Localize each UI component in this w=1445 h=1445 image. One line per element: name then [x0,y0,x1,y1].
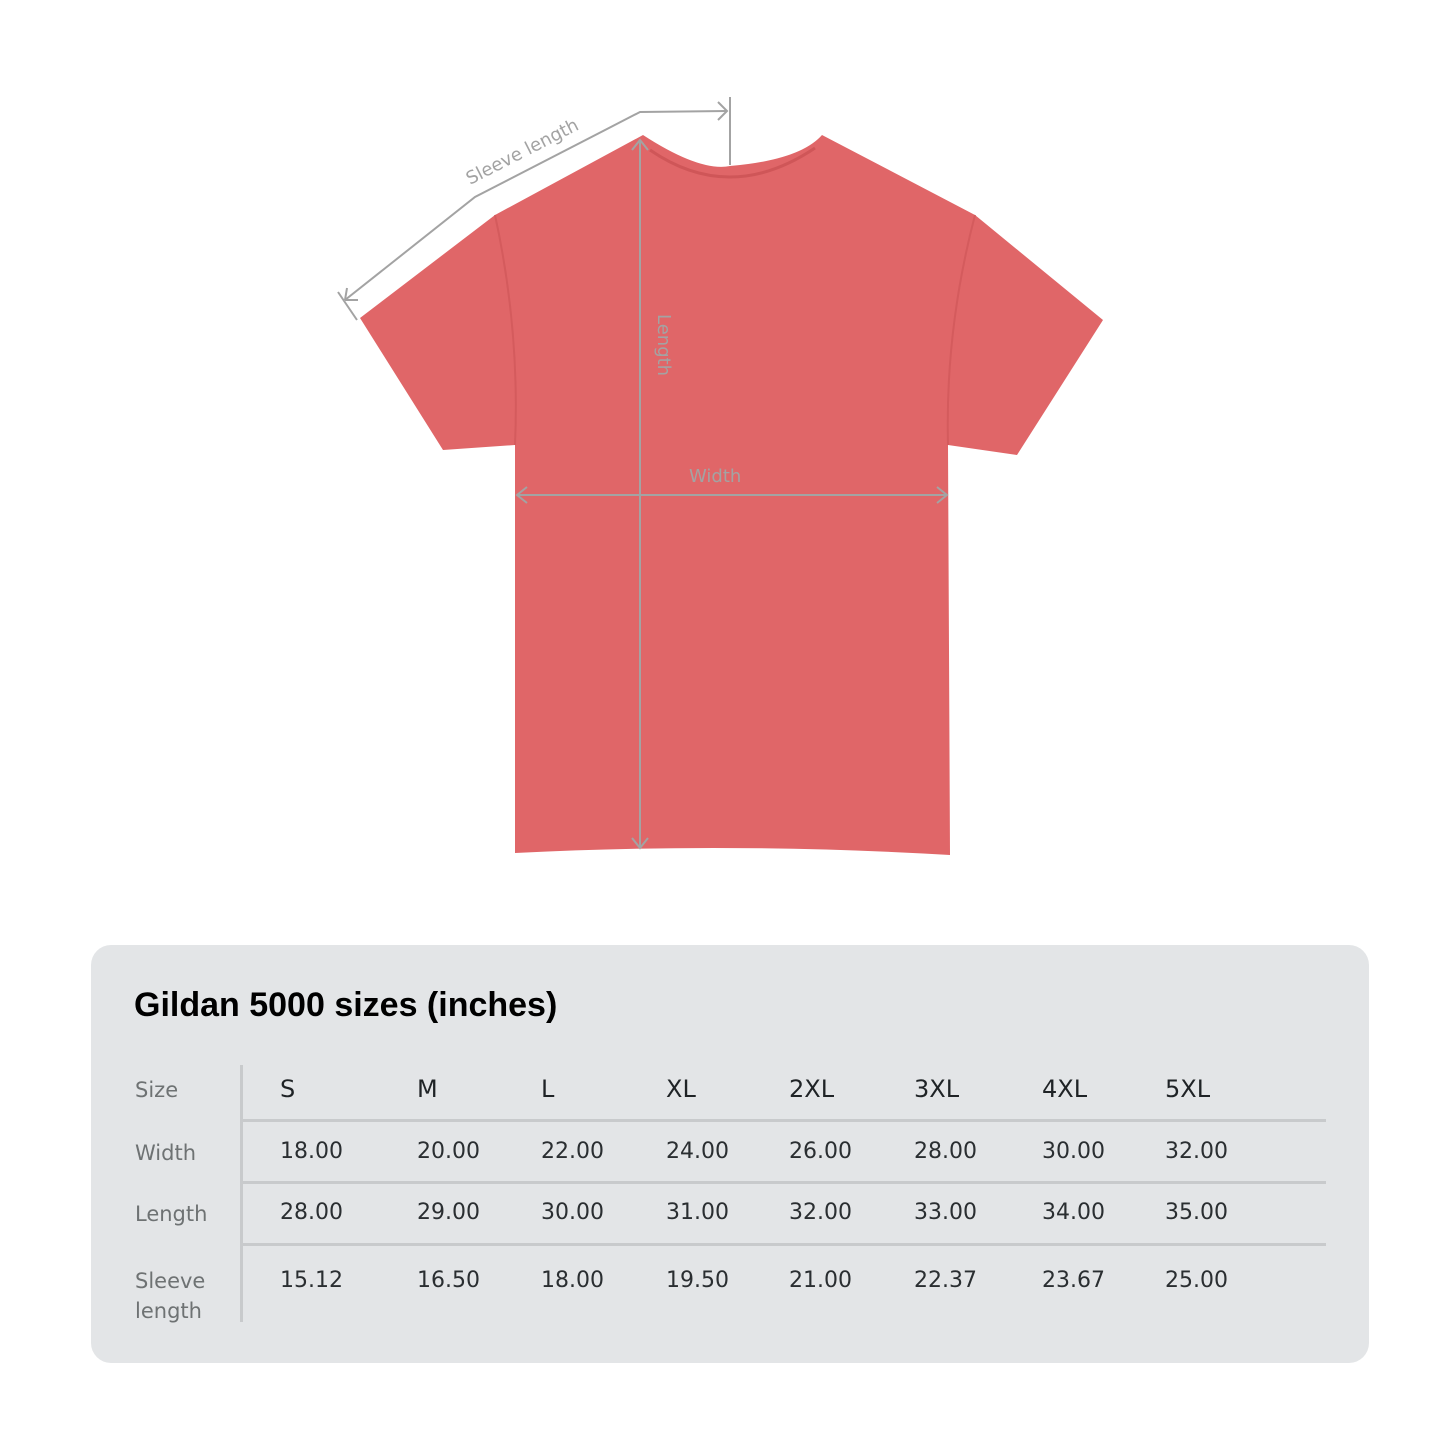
table-cell: 23.67 [1042,1268,1105,1293]
width-label: Width [689,466,741,487]
table-cell: 33.00 [914,1200,977,1225]
sleeve-arrow-left [337,287,358,321]
table-cell: 30.00 [541,1200,604,1225]
row-label-sleeve-length: Sleeve length [135,1269,206,1323]
size-header-5xl: 5XL [1165,1075,1211,1103]
row-divider [241,1243,1326,1246]
table-cell: 32.00 [1165,1139,1228,1164]
table-cell: 34.00 [1042,1200,1105,1225]
sleeve-seam-left [494,214,517,446]
table-cell: 24.00 [666,1139,729,1164]
row-divider [241,1119,1326,1122]
size-header-s: S [280,1075,296,1103]
row-label-length: Length [135,1202,208,1226]
table-cell: 28.00 [280,1200,343,1225]
table-cell: 21.00 [789,1268,852,1293]
table-cell: 22.37 [914,1268,977,1293]
table-cell: 19.50 [666,1268,729,1293]
sleeve-length-line [344,110,728,301]
table-title: Gildan 5000 sizes (inches) [134,986,558,1024]
table-cell: 28.00 [914,1139,977,1164]
row-divider [241,1181,1326,1184]
table-cell: 20.00 [417,1139,480,1164]
table-cell: 25.00 [1165,1268,1228,1293]
size-header-3xl: 3XL [914,1075,960,1103]
table-cell: 32.00 [789,1200,852,1225]
table-cell: 18.00 [280,1139,343,1164]
length-label: Length [653,314,674,376]
table-cell: 31.00 [666,1200,729,1225]
size-header-l: L [541,1075,555,1103]
size-header-m: M [417,1075,438,1103]
size-header-4xl: 4XL [1042,1075,1088,1103]
row-label-size: Size [135,1078,179,1102]
size-header-xl: XL [666,1075,696,1103]
table-cell: 15.12 [280,1268,343,1293]
table-cell: 35.00 [1165,1200,1228,1225]
size-table-panel [91,945,1369,1363]
table-cell: 26.00 [789,1139,852,1164]
table-cell: 18.00 [541,1268,604,1293]
tshirt-diagram: Sleeve length Length Width [337,97,1103,855]
table-cell: 29.00 [417,1200,480,1225]
table-cell: 30.00 [1042,1139,1105,1164]
sleeve-seam-right [946,214,976,446]
table-cell: 22.00 [541,1139,604,1164]
column-divider [240,1065,243,1322]
neckline [649,146,816,179]
size-header-2xl: 2XL [789,1075,835,1103]
row-label-width: Width [135,1141,197,1165]
table-cell: 16.50 [417,1268,480,1293]
width-line [515,486,949,504]
sleeve-arrow-right [717,97,731,165]
